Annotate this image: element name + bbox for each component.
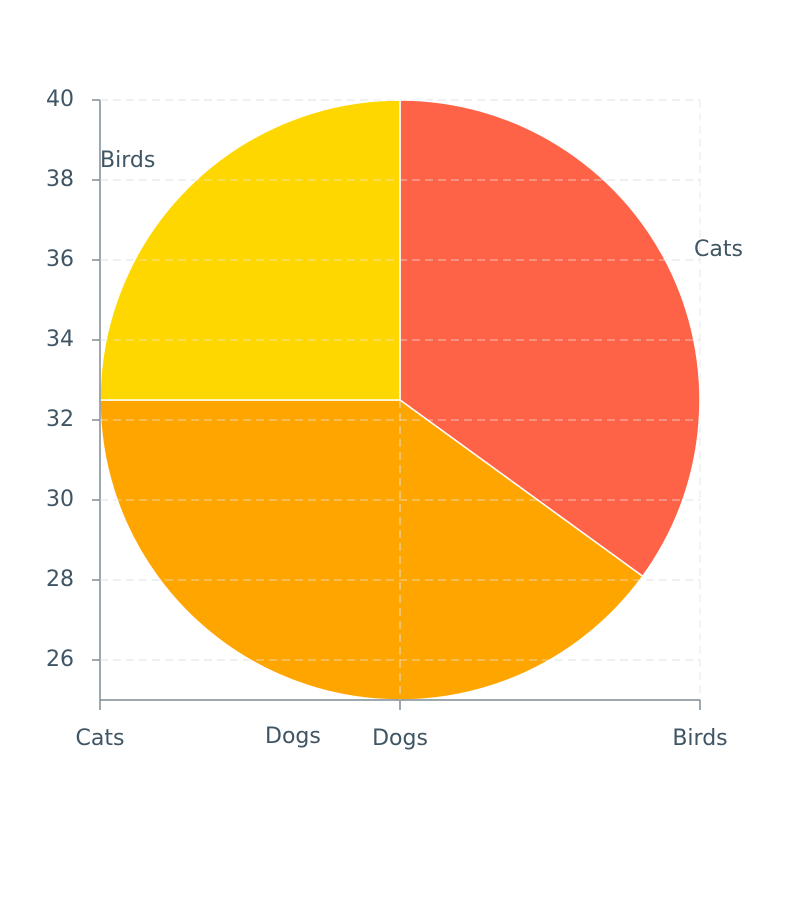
pie-slice	[99, 399, 644, 701]
y-tick-label: 28	[46, 567, 74, 592]
axis-layer: 26 28 30 32 34 36 38 40 Cats Dogs Birds	[46, 87, 728, 751]
y-tick-label: 32	[46, 407, 74, 432]
y-tick-label: 36	[46, 247, 74, 272]
y-tick-label: 26	[46, 647, 74, 672]
y-tick-label: 40	[46, 87, 74, 112]
y-tick-label: 34	[46, 327, 74, 352]
slice-label: Dogs	[265, 724, 321, 749]
y-tick-label: 30	[46, 487, 74, 512]
x-tick-label: Birds	[672, 726, 727, 751]
pie-slice	[399, 99, 701, 578]
slice-label: Birds	[100, 148, 155, 173]
slice-layer	[99, 99, 701, 701]
pie-slice	[99, 99, 401, 401]
slice-label: Cats	[694, 237, 743, 262]
x-tick-label: Cats	[76, 726, 125, 751]
label-layer: Cats Dogs Birds	[100, 99, 743, 749]
y-tick-label: 38	[46, 167, 74, 192]
x-tick-label: Dogs	[372, 726, 428, 751]
